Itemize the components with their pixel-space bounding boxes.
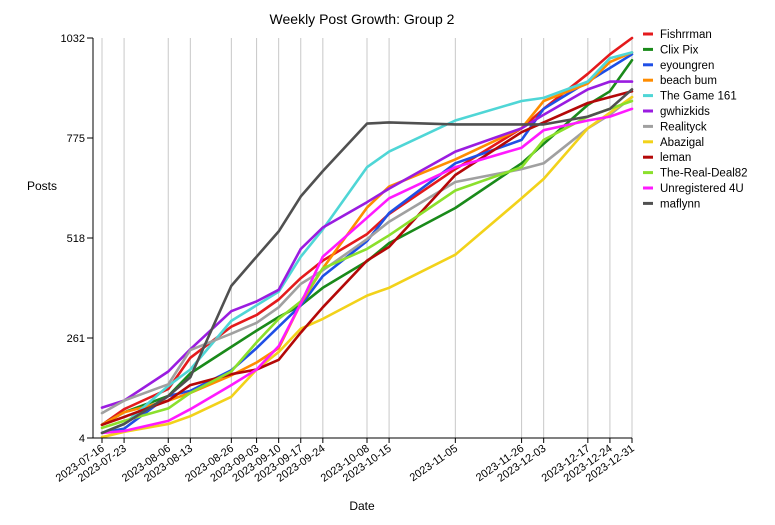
x-ticks: 2023-07-162023-07-232023-08-062023-08-13… — [54, 438, 637, 485]
x-axis-label: Date — [349, 499, 375, 513]
legend-label: Abazigal — [660, 137, 704, 149]
y-tick-label: 4 — [79, 433, 85, 445]
series-line-gwhizkids — [100, 80, 634, 409]
y-ticks: 4 261 518 775 1032 — [61, 33, 93, 445]
legend-label: maflynn — [660, 198, 700, 210]
series-line-abazigal — [100, 95, 634, 439]
legend-label: Realityck — [660, 121, 707, 133]
legend-label: Clix Pix — [660, 44, 699, 56]
series-line-the-real-deal82 — [100, 99, 634, 430]
data-series — [100, 36, 634, 439]
legend-label: leman — [660, 152, 691, 164]
series-line-leman — [100, 90, 634, 427]
series-line-the-game-161 — [100, 51, 634, 435]
series-line-unregistered-4u — [100, 107, 634, 435]
legend-label: Fishrrman — [660, 29, 712, 41]
chart-title: Weekly Post Growth: Group 2 — [270, 11, 455, 27]
legend-label: Unregistered 4U — [660, 183, 744, 195]
series-line-fishrrman — [100, 36, 634, 427]
grid-lines — [101, 38, 633, 438]
legend-label: beach bum — [660, 75, 717, 87]
legend-label: eyoungren — [660, 60, 714, 72]
y-axis-label: Posts — [27, 179, 57, 193]
series-line-maflynn — [100, 88, 634, 435]
legend-label: The Game 161 — [660, 91, 737, 103]
y-tick-label: 518 — [67, 233, 85, 245]
y-tick-label: 1032 — [61, 33, 85, 45]
legend-label: The-Real-Deal82 — [660, 168, 748, 180]
legend-label: gwhizkids — [660, 106, 710, 118]
x-tick-label: 2023-11-05 — [408, 443, 460, 485]
y-tick-label: 261 — [67, 333, 85, 345]
y-tick-label: 775 — [67, 133, 85, 145]
series-line-eyoungren — [100, 52, 634, 435]
legend: Fishrrman Clix Pix eyoungren beach bum The G… — [643, 29, 748, 210]
